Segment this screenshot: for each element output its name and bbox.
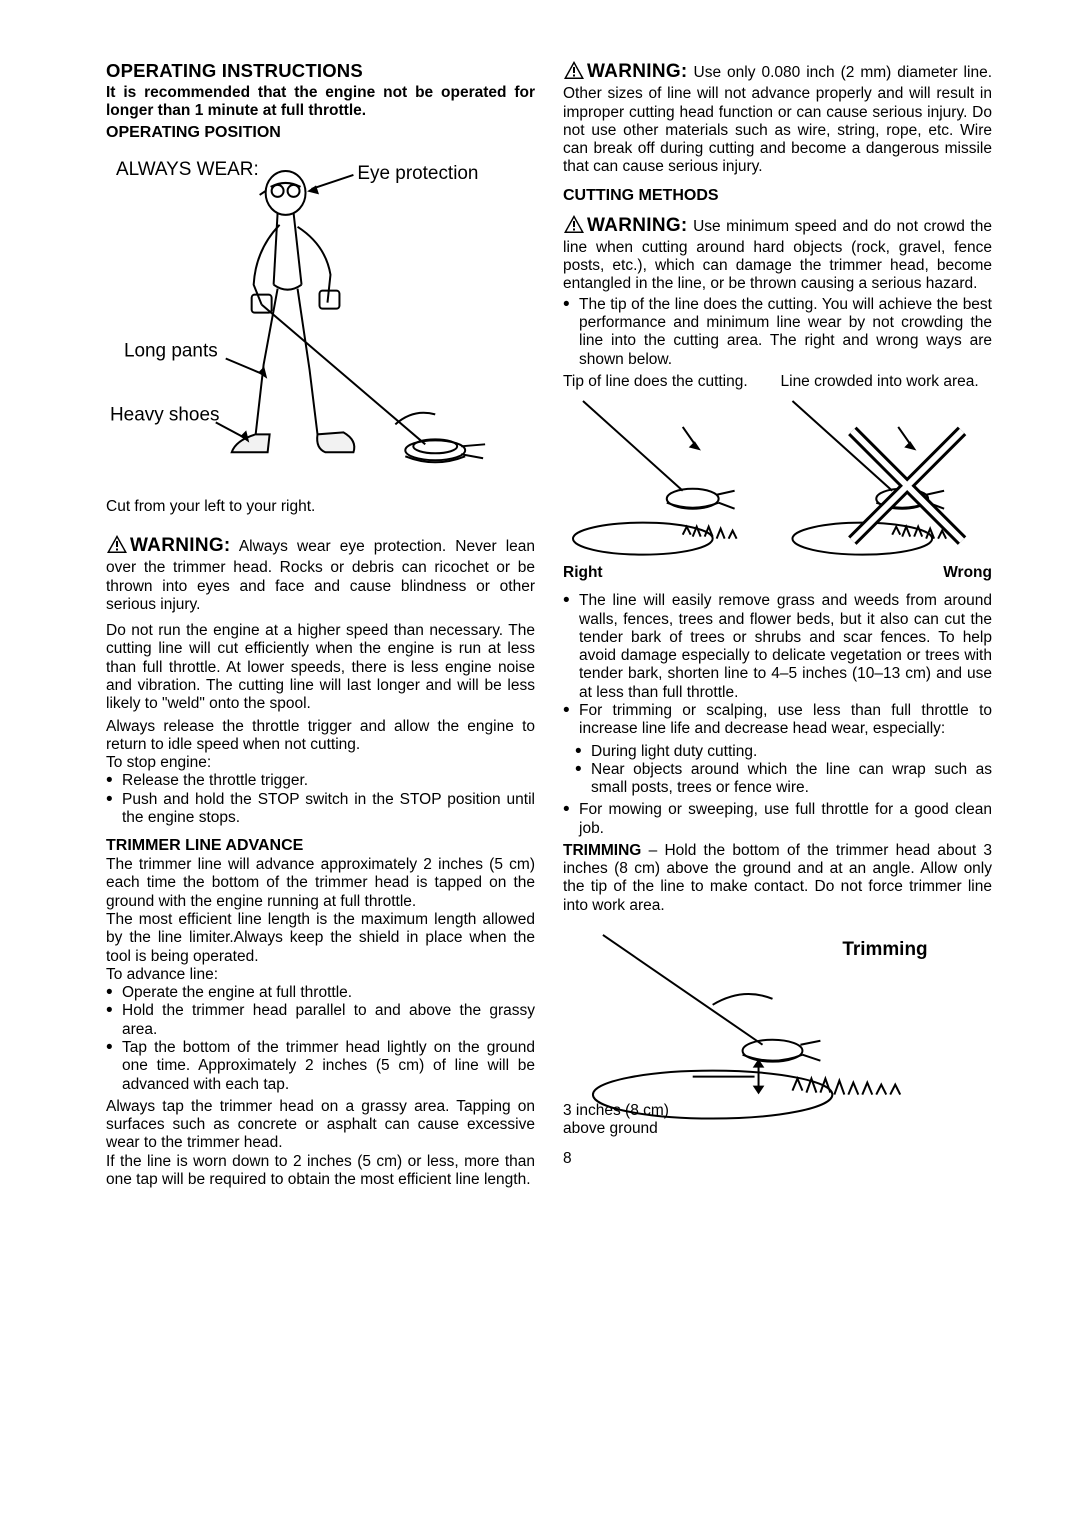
warning-icon [106,534,128,559]
cutting-nested-list: During light duty cutting. Near objects … [563,743,992,798]
cutting-list-2: For mowing or sweeping, use full throttl… [563,801,992,838]
right-wrong-captions: Tip of line does the cutting. Line crowd… [563,373,992,391]
label-wrong: Wrong [781,564,993,582]
stop-engine-lead: To stop engine: [106,754,535,772]
warning-label: WARNING: [587,61,688,82]
label-eye-protection: Eye protection [357,163,478,184]
label-long-pants: Long pants [124,341,218,362]
cutting-list: The line will easily remove grass and we… [563,592,992,738]
caption-tip-cutting: Tip of line does the cutting. [563,373,775,391]
trimming-paragraph: TRIMMING – Hold the bottom of the trimme… [563,842,992,915]
operating-position-illustration: ALWAYS WEAR: Eye protection Long pants H… [106,155,535,484]
warning-line-diameter: WARNING: Use only 0.080 inch (2 mm) diam… [563,60,992,177]
label-right: Right [563,564,775,582]
list-item: Hold the trimmer head parallel to and ab… [106,1002,535,1039]
heading-trimmer-line-advance: TRIMMER LINE ADVANCE [106,837,535,856]
para-release-throttle: Always release the throttle trigger and … [106,718,535,755]
warning-minimum-speed: WARNING: Use minimum speed and do not cr… [563,214,992,294]
list-item: For mowing or sweeping, use full throttl… [563,801,992,838]
caption-line-crowded: Line crowded into work area. [781,373,993,391]
warning-icon [563,60,585,85]
list-item: Operate the engine at full throttle. [106,984,535,1002]
list-item: The line will easily remove grass and we… [563,592,992,702]
para-advance-intro: The trimmer line will advance approximat… [106,856,535,911]
caption-cut-direction: Cut from your left to your right. [106,498,535,516]
tip-list: The tip of the line does the cutting. Yo… [563,296,992,369]
para-engine-speed: Do not run the engine at a higher speed … [106,622,535,713]
label-heavy-shoes: Heavy shoes [110,405,219,426]
list-item: Release the throttle trigger. [106,772,535,790]
list-item: The tip of the line does the cutting. Yo… [563,296,992,369]
label-always-wear: ALWAYS WEAR: [116,159,259,180]
list-item: During light duty cutting. [563,743,992,761]
list-item: Tap the bottom of the trimmer head light… [106,1039,535,1094]
intro-recommendation: It is recommended that the engine not be… [106,84,535,121]
list-item: For trimming or scalping, use less than … [563,702,992,739]
para-worn-line: If the line is worn down to 2 inches (5 … [106,1153,535,1190]
list-item: Push and hold the STOP switch in the STO… [106,791,535,828]
stop-engine-list: Release the throttle trigger. Push and h… [106,772,535,827]
advance-list: Operate the engine at full throttle. Hol… [106,984,535,1094]
title-operating-instructions: OPERATING INSTRUCTIONS [106,60,535,82]
para-tap-grassy: Always tap the trimmer head on a grassy … [106,1098,535,1153]
para-efficient-length: The most efficient line length is the ma… [106,911,535,966]
heading-cutting-methods: CUTTING METHODS [563,187,992,206]
left-column: OPERATING INSTRUCTIONS It is recommended… [106,60,535,1189]
advance-lead: To advance line: [106,966,535,984]
right-column: WARNING: Use only 0.080 inch (2 mm) diam… [563,60,992,1189]
page-number: 8 [563,1150,992,1168]
trimming-lead: TRIMMING [563,842,641,859]
label-trimming: Trimming [842,939,927,960]
trimming-illustration: Trimming [563,925,992,1125]
right-wrong-labels: Right Wrong [563,564,992,582]
warning-icon [563,214,585,239]
warning-eye-protection: WARNING: Always wear eye protection. Nev… [106,534,535,614]
warning-label: WARNING: [587,215,688,236]
warning-label: WARNING: [130,535,231,556]
right-wrong-illustration [563,391,992,561]
heading-operating-position: OPERATING POSITION [106,124,535,143]
list-item: Near objects around which the line can w… [563,761,992,798]
